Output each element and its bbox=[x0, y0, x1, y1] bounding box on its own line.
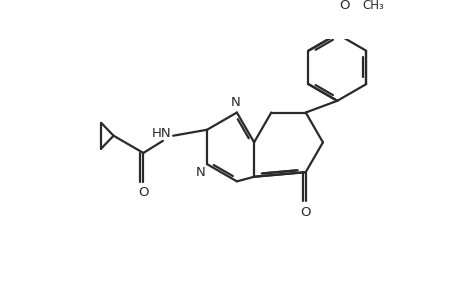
Text: O: O bbox=[300, 206, 310, 219]
Text: N: N bbox=[230, 96, 241, 109]
Text: O: O bbox=[138, 187, 148, 200]
Text: O: O bbox=[339, 0, 349, 12]
Text: N: N bbox=[195, 166, 205, 179]
Text: HN: HN bbox=[151, 128, 171, 140]
Text: CH₃: CH₃ bbox=[361, 0, 383, 12]
